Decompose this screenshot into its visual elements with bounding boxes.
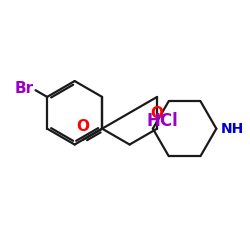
Text: O: O (150, 106, 163, 121)
Text: Br: Br (14, 82, 34, 96)
Text: O: O (76, 119, 90, 134)
Text: NH: NH (221, 122, 244, 136)
Text: HCl: HCl (146, 112, 178, 130)
